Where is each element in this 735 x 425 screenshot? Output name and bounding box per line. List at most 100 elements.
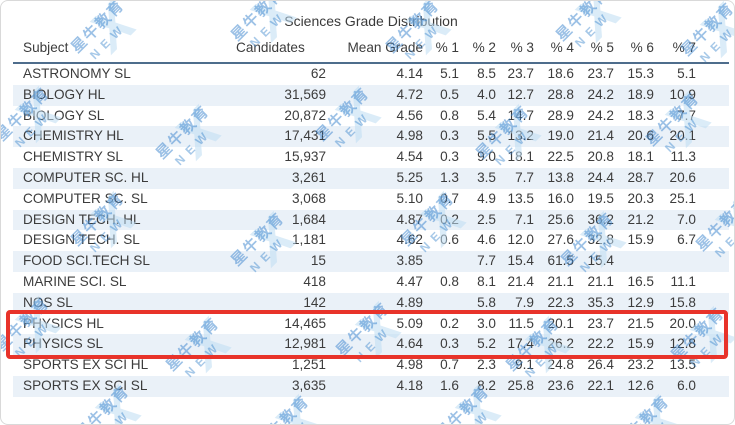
value-cell: 7.7	[515, 169, 534, 185]
value-cell: 4.0	[477, 86, 496, 102]
value-cell: 22.5	[547, 149, 574, 165]
value-cell: 21.2	[627, 211, 654, 227]
value-cell: 4.56	[396, 107, 423, 123]
value-cell: 7.0	[677, 211, 696, 227]
value-cell: 25.1	[669, 190, 696, 206]
value-cell: 27.6	[547, 232, 574, 248]
watermark-subtext: NEW	[92, 406, 134, 424]
value-cell: 4.18	[396, 377, 423, 393]
value-cell: 15.9	[627, 336, 654, 352]
value-cell: 6.0	[677, 377, 696, 393]
value-cell: 62	[310, 66, 326, 81]
value-cell	[696, 376, 729, 397]
value-cell: 13.5	[669, 357, 696, 373]
value-cell: 4.89	[396, 294, 423, 310]
value-cell: 31,569	[284, 86, 326, 102]
value-cell: 0.3	[440, 128, 459, 144]
subject-cell: NOS SL	[23, 294, 73, 310]
subject-cell: DESIGN TECH. HL	[23, 211, 141, 227]
table-body: ASTRONOMY SL 62 4.14 5.1 8.5 23.7 18.6 23.7 15.3…	[13, 63, 729, 397]
value-cell: 25.8	[507, 377, 534, 393]
subject-cell: BIOLOGY HL	[23, 86, 106, 102]
value-cell: 13.2	[507, 128, 534, 144]
subject-cell: DESIGN TECH. SL	[23, 232, 140, 248]
value-cell: 4.64	[396, 336, 423, 352]
value-cell: 24.4	[587, 169, 614, 185]
value-cell: 23.7	[507, 66, 534, 81]
value-cell	[696, 126, 729, 147]
value-cell: 24.8	[547, 357, 574, 373]
value-cell: 18.3	[627, 107, 654, 123]
subject-cell: ASTRONOMY SL	[23, 66, 131, 81]
value-cell: 9.0	[477, 149, 496, 165]
value-cell: 15.4	[507, 253, 534, 269]
value-cell: 17.4	[507, 336, 534, 352]
page-title: Sciences Grade Distribution	[284, 13, 458, 29]
table-row: DESIGN TECH. HL 1,684 4.87 0.2 2.5 7.1 25.6 36.…	[13, 209, 729, 231]
value-cell	[696, 168, 729, 189]
value-cell: 0.6	[440, 232, 459, 248]
value-cell: 0.5	[440, 86, 459, 102]
value-cell: 12,981	[284, 336, 326, 352]
value-cell: 20.0	[669, 315, 696, 331]
value-cell: 61.5	[547, 253, 574, 269]
table-row: DESIGN TECH. SL 1,181 4.62 0.6 4.6 12.0 27.6 32…	[13, 230, 729, 251]
value-cell: 26.4	[587, 357, 614, 373]
value-cell: 7.1	[515, 211, 534, 227]
value-cell: 142	[303, 294, 326, 310]
value-cell: 20.6	[669, 169, 696, 185]
table-row: COMPUTER SC. SL 3,068 5.10 0.7 4.9 13.5 16.0 19…	[13, 189, 729, 210]
value-cell: 0.7	[440, 357, 459, 373]
value-cell: 12.8	[669, 336, 696, 352]
column-header-pct2: % 2	[472, 40, 496, 55]
value-cell: 36.2	[587, 211, 614, 227]
table-row: BIOLOGY SL 20,872 4.56 0.8 5.4 14.7 28.9 24.2 18…	[13, 106, 729, 127]
value-cell: 3.0	[477, 315, 496, 331]
value-cell	[696, 314, 729, 335]
column-header-mean-grade: Mean Grade	[347, 40, 423, 55]
value-cell	[423, 293, 459, 314]
watermark-subtext: NEW	[632, 416, 674, 424]
value-cell: 3,635	[291, 377, 326, 393]
value-cell: 14.7	[507, 107, 534, 123]
value-cell	[696, 106, 729, 127]
value-cell: 20.1	[669, 128, 696, 144]
value-cell: 4.47	[396, 273, 423, 289]
subject-cell: CHEMISTRY HL	[23, 128, 124, 144]
table-area: Sciences Grade Distribution Subject Cand…	[1, 1, 734, 397]
value-cell: 12.7	[507, 86, 534, 102]
value-cell: 1.3	[440, 169, 459, 185]
value-cell: 0.3	[440, 149, 459, 165]
value-cell: 0.8	[440, 107, 459, 123]
value-cell: 4.62	[396, 232, 423, 248]
value-cell: 18.9	[627, 86, 654, 102]
value-cell: 17,431	[284, 128, 326, 144]
value-cell	[696, 189, 729, 210]
value-cell: 35.3	[587, 294, 614, 310]
value-cell: 5.09	[396, 315, 423, 331]
table-row: SPORTS EX SCI HL 1,251 4.98 0.7 2.3 9.1 24.8 26…	[13, 355, 729, 376]
value-cell: 10.9	[669, 86, 696, 102]
table-row: FOOD SCI.TECH SL 15 3.85 7.7 15.4 61.5 15.4	[13, 251, 729, 272]
value-cell: 12.0	[507, 232, 534, 248]
subject-cell: COMPUTER SC. HL	[23, 169, 149, 185]
table-row: ASTRONOMY SL 62 4.14 5.1 8.5 23.7 18.6 23.7 15.3…	[13, 63, 729, 85]
value-cell: 4.9	[477, 190, 496, 206]
table-row: NOS SL 142 4.89 5.8 7.9 22.3 35.3 12.9 15.8	[13, 292, 729, 314]
value-cell: 21.1	[587, 273, 614, 289]
value-cell	[696, 293, 729, 314]
value-cell: 1,181	[291, 232, 326, 248]
value-cell: 21.4	[587, 128, 614, 144]
value-cell	[696, 334, 729, 355]
value-cell: 20.3	[627, 190, 654, 206]
value-cell: 4.87	[396, 211, 423, 227]
value-cell: 2.3	[477, 357, 496, 373]
value-cell: 20,872	[284, 107, 326, 123]
value-cell: 11.3	[670, 149, 696, 165]
value-cell: 18.6	[547, 66, 574, 81]
value-cell: 4.14	[396, 66, 423, 81]
value-cell: 19.0	[547, 128, 574, 144]
value-cell: 15.9	[627, 232, 654, 248]
value-cell: 22.1	[587, 377, 614, 393]
value-cell: 11.1	[670, 273, 696, 289]
